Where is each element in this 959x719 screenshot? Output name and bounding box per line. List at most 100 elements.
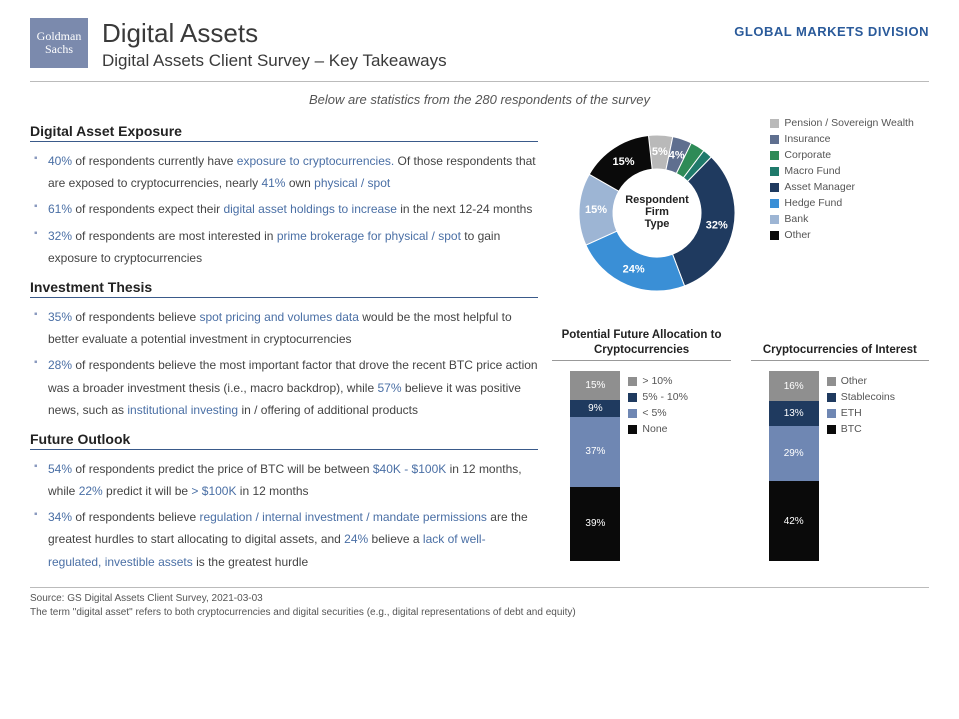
legend-swatch (827, 425, 836, 434)
legend-item: BTC (827, 423, 895, 435)
allocation-legend: > 10% 5% - 10% < 5% None (628, 371, 688, 439)
legend-label: Hedge Fund (784, 197, 842, 209)
legend-item: > 10% (628, 375, 688, 387)
allocation-col: Potential Future Allocation to Cryptocur… (552, 327, 730, 561)
legend-swatch (827, 409, 836, 418)
legend-item: Other (827, 375, 895, 387)
legend-swatch (770, 215, 779, 224)
legend-item: Macro Fund (770, 165, 913, 177)
bullet: 35% of respondents believe spot pricing … (34, 306, 538, 350)
legend-item: Corporate (770, 149, 913, 161)
legend-label: Insurance (784, 133, 830, 145)
bar-segment: 29% (769, 426, 819, 481)
donut-center-label: Firm (645, 206, 669, 218)
legend-label: ETH (841, 407, 862, 419)
donut-chart: 5%4% 32% 24% 15% 15% RespondentFirmType (552, 113, 762, 313)
bullet: 34% of respondents believe regulation / … (34, 506, 538, 573)
bar-segment: 13% (769, 401, 819, 426)
legend-swatch (628, 409, 637, 418)
donut-slice-label: 24% (623, 263, 645, 275)
bar-title-interest: Cryptocurrencies of Interest (751, 327, 929, 361)
page-subtitle: Digital Assets Client Survey – Key Takea… (102, 51, 720, 71)
legend-swatch (628, 425, 637, 434)
donut-slice-label: 15% (613, 156, 635, 168)
legend-label: Corporate (784, 149, 831, 161)
interest-col: Cryptocurrencies of Interest 16%13%29%42… (751, 327, 929, 561)
division-label: GLOBAL MARKETS DIVISION (734, 24, 929, 39)
bar-segment: 9% (570, 400, 620, 417)
interest-legend: Other Stablecoins ETH BTC (827, 371, 895, 439)
interest-bar: 16%13%29%42% (769, 371, 819, 561)
outlook-list: 54% of respondents predict the price of … (30, 458, 538, 573)
legend-item: < 5% (628, 407, 688, 419)
legend-swatch (770, 135, 779, 144)
legend-swatch (770, 119, 779, 128)
intro-text: Below are statistics from the 280 respon… (30, 92, 929, 107)
legend-swatch (770, 151, 779, 160)
donut-center-label: Type (645, 218, 670, 230)
page-title: Digital Assets (102, 18, 720, 49)
legend-label: Stablecoins (841, 391, 895, 403)
donut-slice-label: 5% (652, 146, 668, 158)
bar-segment: 16% (769, 371, 819, 401)
section-title-exposure: Digital Asset Exposure (30, 123, 538, 142)
allocation-bar: 15%9%37%39% (570, 371, 620, 561)
legend-item: Insurance (770, 133, 913, 145)
right-column: 5%4% 32% 24% 15% 15% RespondentFirmType Pensi… (552, 113, 929, 577)
section-title-thesis: Investment Thesis (30, 279, 538, 298)
legend-label: > 10% (642, 375, 672, 387)
legend-swatch (770, 167, 779, 176)
bar-charts-row: Potential Future Allocation to Cryptocur… (552, 327, 929, 561)
legend-label: Macro Fund (784, 165, 840, 177)
section-title-outlook: Future Outlook (30, 431, 538, 450)
legend-item: Asset Manager (770, 181, 913, 193)
legend-item: Pension / Sovereign Wealth (770, 117, 913, 129)
bar-segment: 39% (570, 487, 620, 561)
bullet: 28% of respondents believe the most impo… (34, 354, 538, 421)
legend-swatch (628, 393, 637, 402)
bar-title-allocation: Potential Future Allocation to Cryptocur… (552, 327, 730, 361)
legend-item: Stablecoins (827, 391, 895, 403)
bullet: 40% of respondents currently have exposu… (34, 150, 538, 194)
header: Goldman Sachs Digital Assets Digital Ass… (30, 18, 929, 82)
donut-slice-label: 15% (585, 204, 607, 216)
bar-segment: 37% (570, 417, 620, 487)
donut-slice-label: 4% (669, 149, 685, 161)
legend-swatch (628, 377, 637, 386)
logo-goldman-sachs: Goldman Sachs (30, 18, 88, 68)
legend-label: Other (784, 229, 810, 241)
legend-item: Other (770, 229, 913, 241)
bullet: 32% of respondents are most interested i… (34, 225, 538, 269)
footer: Source: GS Digital Assets Client Survey,… (30, 587, 929, 620)
exposure-list: 40% of respondents currently have exposu… (30, 150, 538, 269)
legend-label: BTC (841, 423, 862, 435)
donut-center-label: Respondent (626, 194, 690, 206)
legend-item: 5% - 10% (628, 391, 688, 403)
legend-label: None (642, 423, 667, 435)
title-block: Digital Assets Digital Assets Client Sur… (102, 18, 720, 71)
content-row: Digital Asset Exposure 40% of respondent… (30, 113, 929, 577)
left-column: Digital Asset Exposure 40% of respondent… (30, 113, 538, 577)
legend-label: < 5% (642, 407, 666, 419)
footer-source: Source: GS Digital Assets Client Survey,… (30, 592, 929, 606)
page-root: Goldman Sachs Digital Assets Digital Ass… (0, 0, 959, 630)
legend-label: Bank (784, 213, 808, 225)
legend-swatch (770, 231, 779, 240)
legend-item: ETH (827, 407, 895, 419)
legend-label: 5% - 10% (642, 391, 688, 403)
bullet: 54% of respondents predict the price of … (34, 458, 538, 502)
legend-swatch (827, 393, 836, 402)
logo-line2: Sachs (45, 43, 73, 56)
legend-swatch (770, 183, 779, 192)
legend-item: None (628, 423, 688, 435)
footer-note: The term "digital asset" refers to both … (30, 606, 929, 620)
donut-chart-wrap: 5%4% 32% 24% 15% 15% RespondentFirmType Pensi… (552, 113, 929, 313)
legend-label: Other (841, 375, 867, 387)
donut-slice-label: 32% (706, 219, 728, 231)
bar-segment: 42% (769, 481, 819, 561)
thesis-list: 35% of respondents believe spot pricing … (30, 306, 538, 421)
legend-swatch (770, 199, 779, 208)
bullet: 61% of respondents expect their digital … (34, 198, 538, 220)
legend-item: Hedge Fund (770, 197, 913, 209)
legend-swatch (827, 377, 836, 386)
